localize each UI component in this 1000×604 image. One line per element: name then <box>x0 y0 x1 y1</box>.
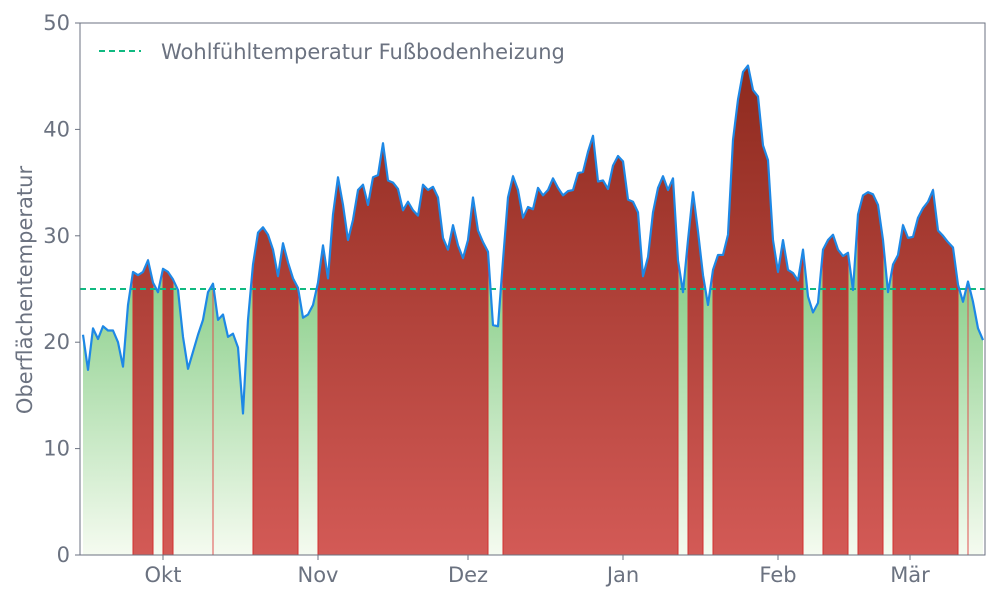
x-tick-label: Feb <box>759 563 796 587</box>
area-above-threshold <box>133 260 153 555</box>
y-tick-label: 50 <box>43 11 70 35</box>
y-tick-label: 40 <box>43 117 70 141</box>
area-above-threshold <box>503 136 678 555</box>
y-tick-label: 20 <box>43 330 70 354</box>
area-above-threshold <box>713 66 803 555</box>
x-tick-label: Okt <box>145 563 182 587</box>
y-tick-label: 30 <box>43 224 70 248</box>
area-above-threshold <box>858 192 883 555</box>
legend-label: Wohlfühltemperatur Fußbodenheizung <box>161 40 565 64</box>
area-above-threshold <box>163 269 173 555</box>
x-tick-label: Nov <box>298 563 339 587</box>
area-above-threshold <box>893 190 958 555</box>
y-tick-label: 10 <box>43 437 70 461</box>
area-above-threshold <box>823 235 848 555</box>
x-tick-label: Jan <box>605 563 639 587</box>
y-axis-label: Oberflächentemperatur <box>13 166 37 415</box>
x-tick-label: Dez <box>448 563 488 587</box>
legend: Wohlfühltemperatur Fußbodenheizung <box>99 40 565 64</box>
x-tick-label: Mär <box>890 563 930 587</box>
y-tick-label: 0 <box>57 543 70 567</box>
